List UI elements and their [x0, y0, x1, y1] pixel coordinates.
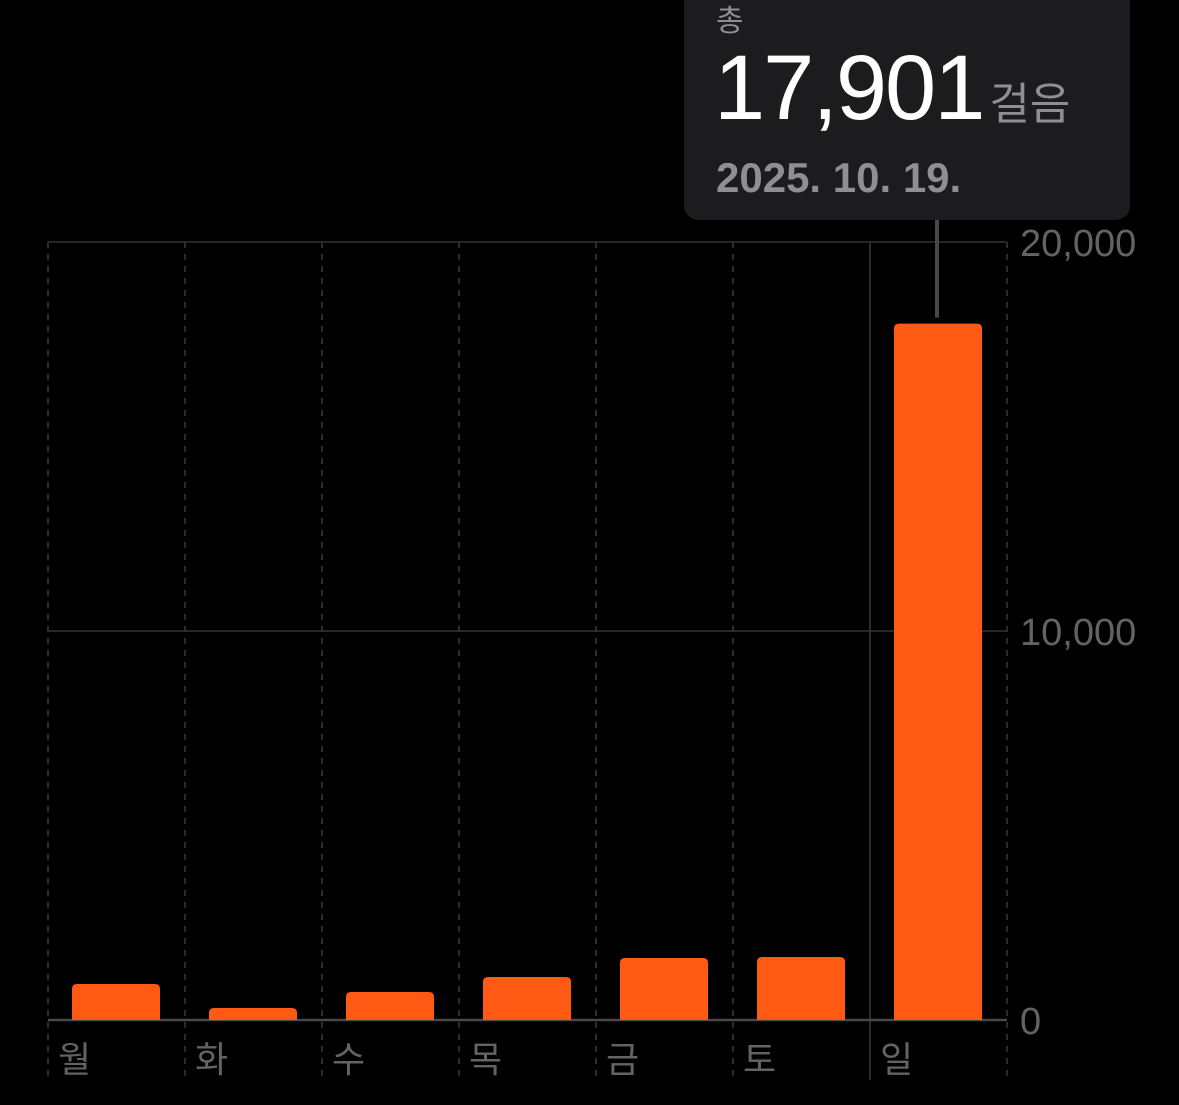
tooltip-number: 17,901: [714, 37, 985, 139]
bar-일: [894, 323, 982, 1020]
x-tick-label: 일: [880, 1040, 913, 1081]
y-tick-label: 0: [1020, 1001, 1041, 1043]
bar-금: [620, 957, 708, 1020]
x-tick-label: 토: [743, 1040, 776, 1081]
selection-tooltip: 총 17,901 걸음 2025. 10. 19.: [684, 0, 1130, 220]
tooltip-label: 총: [716, 5, 744, 38]
bar-토: [757, 956, 845, 1020]
bar-수: [346, 991, 434, 1020]
x-tick-label: 월: [58, 1040, 91, 1081]
bar-목: [483, 977, 571, 1020]
y-tick-label: 20,000: [1020, 223, 1136, 265]
x-tick-label: 수: [332, 1040, 365, 1081]
y-tick-label: 10,000: [1020, 612, 1136, 654]
tooltip-date: 2025. 10. 19.: [716, 154, 962, 201]
x-tick-label: 목: [469, 1040, 502, 1081]
tooltip-unit: 걸음: [989, 80, 1071, 129]
x-tick-label: 금: [606, 1040, 639, 1081]
tooltip-value: 17,901 걸음: [714, 42, 1070, 134]
x-tick-label: 화: [195, 1040, 228, 1081]
bar-화: [209, 1007, 297, 1020]
bar-월: [72, 984, 160, 1020]
